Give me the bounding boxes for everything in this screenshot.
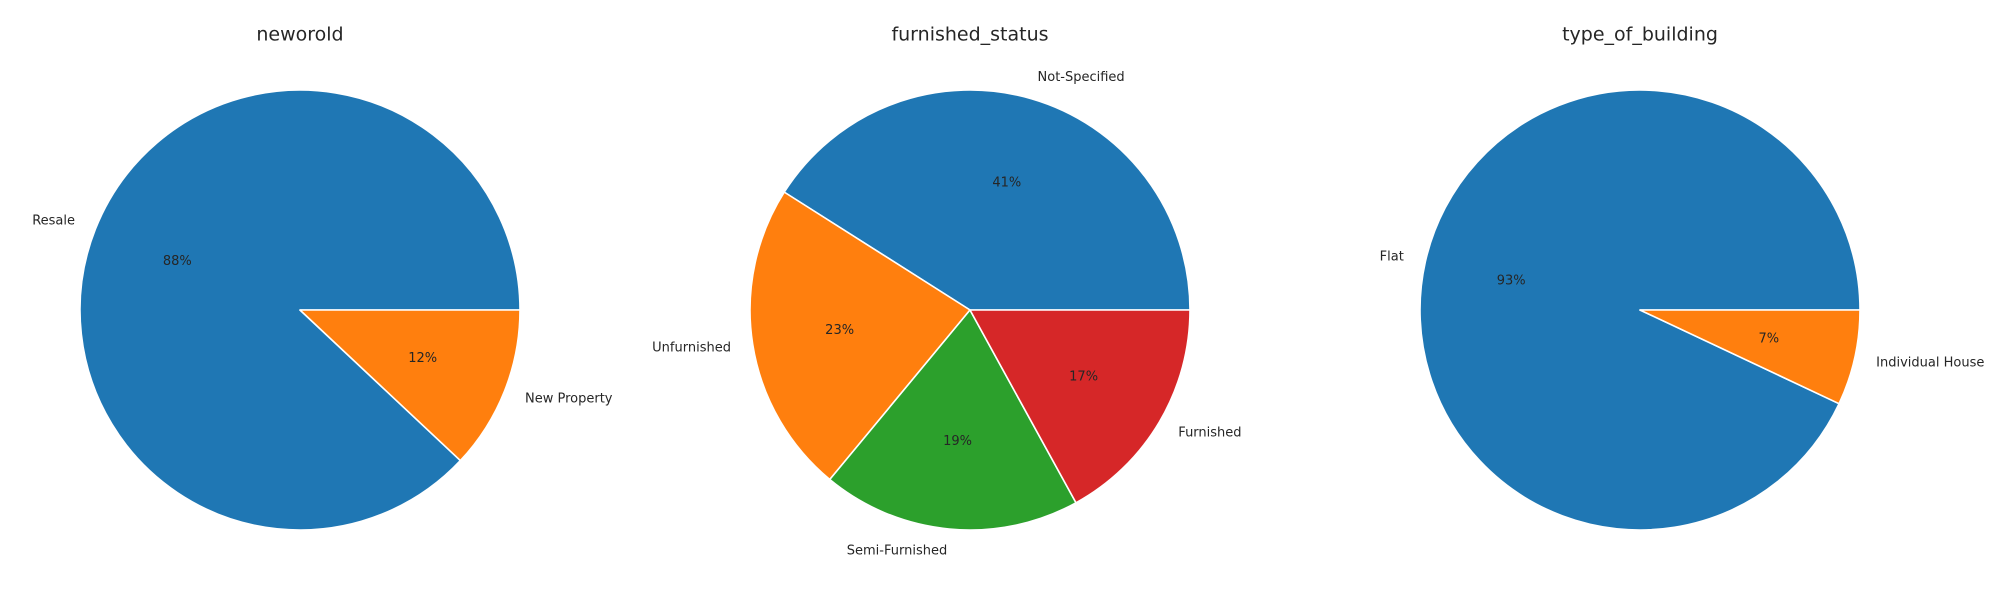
pie-percent-unfurnished: 23% bbox=[825, 323, 854, 338]
pie-title: neworold bbox=[256, 24, 343, 46]
pie-title: type_of_building bbox=[1562, 24, 1718, 46]
pie-percent-furnished: 17% bbox=[1069, 370, 1098, 385]
pie-label-individual-house: Individual House bbox=[1876, 355, 1984, 370]
pie-slice-not-specified bbox=[783, 89, 1191, 311]
pie-label-flat: Flat bbox=[1380, 250, 1404, 265]
pie-label-semi-furnished: Semi-Furnished bbox=[847, 543, 947, 558]
pie-label-new-property: New Property bbox=[525, 392, 613, 407]
pie-label-unfurnished: Unfurnished bbox=[652, 340, 731, 355]
pie-percent-not-specified: 41% bbox=[992, 176, 1021, 191]
pie-slice-new-property bbox=[299, 309, 521, 462]
pie-label-not-specified: Not-Specified bbox=[1038, 70, 1125, 85]
pie-percent-resale: 88% bbox=[163, 254, 192, 269]
pie-label-resale: Resale bbox=[32, 213, 75, 228]
pie-percent-individual-house: 7% bbox=[1759, 331, 1780, 346]
pie-slice-unfurnished bbox=[749, 191, 971, 481]
pie-percent-flat: 93% bbox=[1497, 274, 1526, 289]
pie-chart-furnished-status: furnished_status Not-Specified 41% Unfurnis… bbox=[652, 24, 1241, 559]
pie-slice-semi-furnished bbox=[828, 309, 1077, 531]
pie-label-furnished: Furnished bbox=[1178, 426, 1241, 441]
pie-title: furnished_status bbox=[891, 24, 1048, 46]
pie-percent-new-property: 12% bbox=[408, 351, 437, 366]
pie-slice-individual-house bbox=[1639, 309, 1861, 405]
pie-chart-neworold: neworold Resale 88% New Property 12% bbox=[32, 24, 613, 531]
pie-chart-type-of-building: type_of_building Flat 93% Individual House 7… bbox=[1380, 24, 1984, 531]
pie-slice-furnished bbox=[969, 309, 1191, 504]
pie-percent-semi-furnished: 19% bbox=[943, 434, 972, 449]
